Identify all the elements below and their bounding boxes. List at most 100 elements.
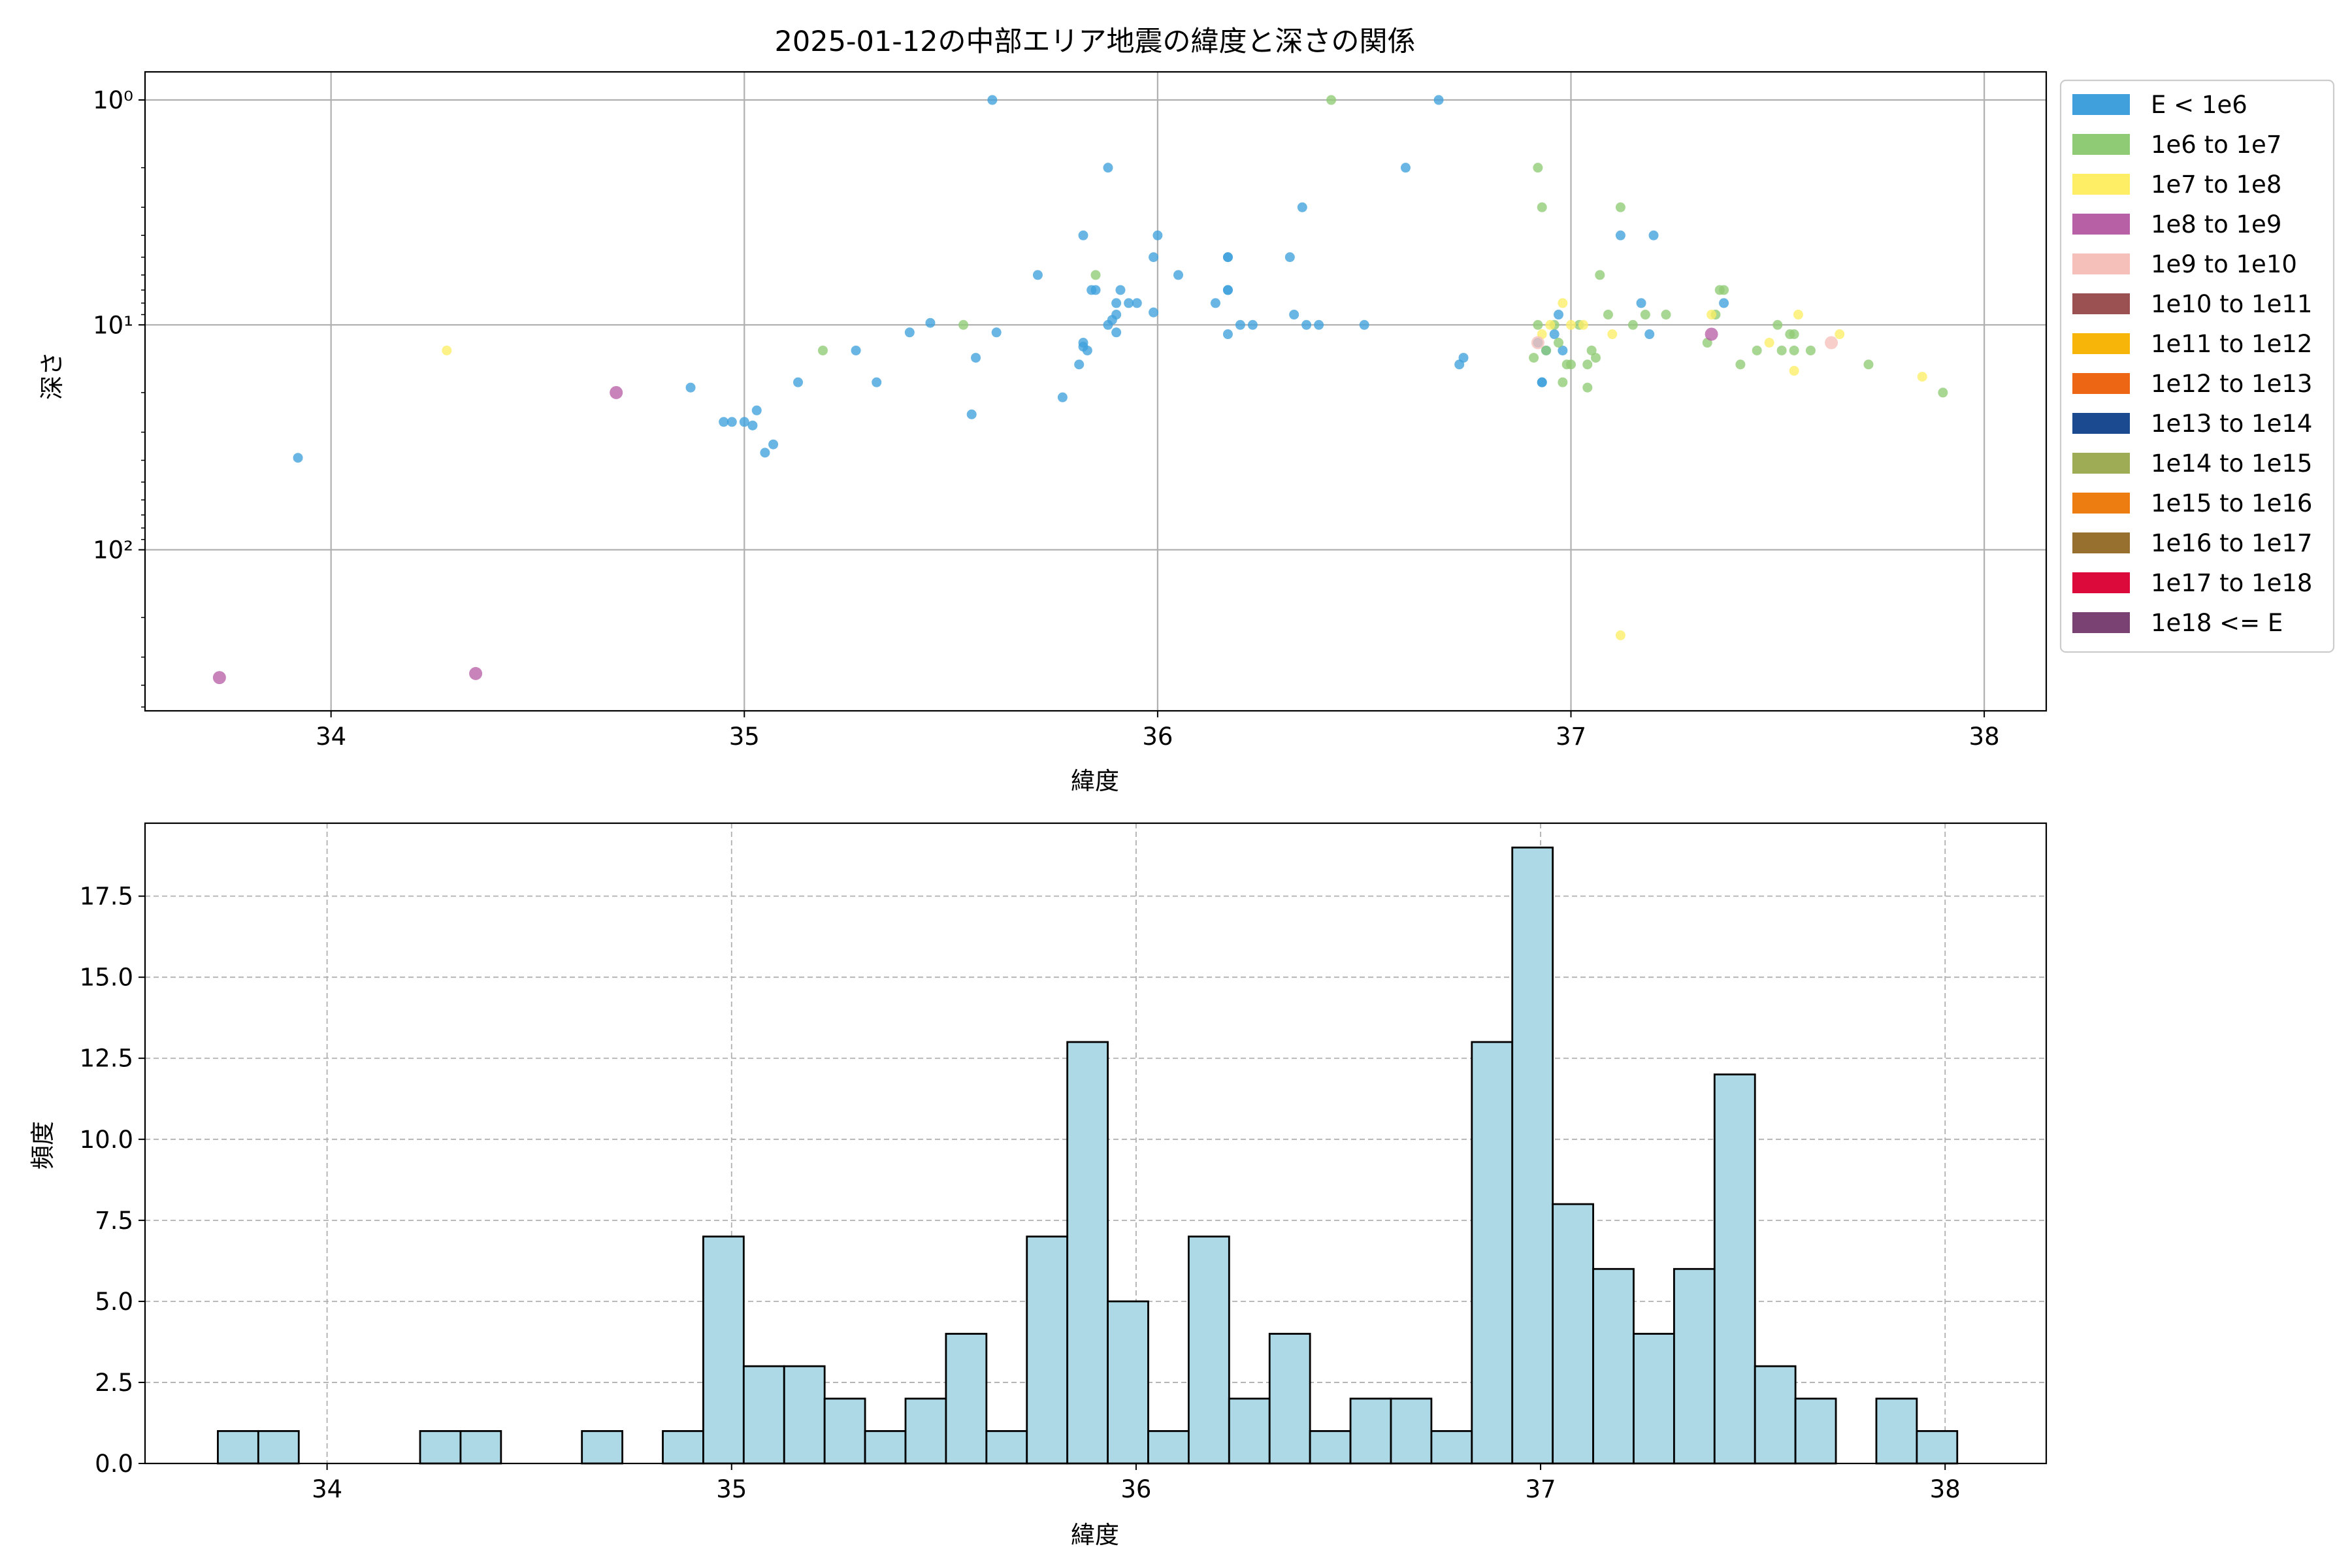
histogram-x-tick-label: 36 bbox=[1120, 1475, 1151, 1503]
legend-label: 1e14 to 1e15 bbox=[2151, 449, 2312, 478]
scatter-point bbox=[727, 417, 737, 427]
scatter-point bbox=[1400, 163, 1411, 173]
scatter-point bbox=[1359, 319, 1369, 330]
histogram-y-tick-label: 15.0 bbox=[80, 964, 133, 992]
scatter-point bbox=[1558, 345, 1568, 355]
scatter-point bbox=[1533, 163, 1543, 173]
scatter-x-ticks: 34 35 36 37 38 bbox=[316, 711, 2000, 751]
scatter-y-axis-label: 深さ bbox=[38, 351, 66, 400]
histogram-y-tick-label: 5.0 bbox=[95, 1288, 133, 1316]
histogram-bar bbox=[742, 1365, 785, 1465]
scatter-point bbox=[1558, 377, 1568, 387]
scatter-point bbox=[212, 671, 226, 685]
scatter-x-tick-label: 35 bbox=[729, 723, 760, 751]
scatter-point bbox=[293, 453, 303, 463]
scatter-point bbox=[1115, 285, 1126, 295]
histogram-bar bbox=[1026, 1235, 1069, 1465]
scatter-point bbox=[1247, 319, 1258, 330]
scatter-point bbox=[817, 345, 828, 355]
legend-swatch bbox=[2072, 134, 2130, 155]
scatter-point bbox=[1917, 372, 1927, 382]
legend-swatch bbox=[2072, 413, 2130, 434]
histogram-x-axis-label: 緯度 bbox=[1071, 1521, 1119, 1549]
histogram-bar bbox=[823, 1397, 866, 1465]
scatter-point bbox=[1707, 310, 1717, 320]
scatter-point bbox=[1661, 310, 1671, 320]
scatter-point bbox=[1090, 270, 1101, 280]
scatter-point bbox=[1301, 319, 1312, 330]
scatter-point bbox=[1938, 387, 1948, 398]
scatter-point bbox=[1537, 377, 1547, 387]
scatter-point bbox=[851, 345, 861, 355]
histogram-y-tick-label: 10.0 bbox=[80, 1126, 133, 1154]
scatter-point bbox=[442, 345, 452, 355]
scatter-point bbox=[739, 417, 749, 427]
scatter-point bbox=[1210, 298, 1220, 308]
scatter-points bbox=[212, 95, 1948, 685]
histogram-bar bbox=[1349, 1397, 1392, 1465]
scatter-point bbox=[1074, 359, 1085, 370]
scatter-point bbox=[1132, 298, 1142, 308]
legend-label: 1e16 to 1e17 bbox=[2151, 529, 2312, 557]
histogram-bar bbox=[1471, 1041, 1514, 1465]
scatter-y-tick-label: 10² bbox=[93, 536, 133, 564]
histogram-bar bbox=[1713, 1073, 1756, 1465]
histogram-x-tick-label: 34 bbox=[312, 1475, 342, 1503]
histogram-bar bbox=[1268, 1333, 1311, 1465]
scatter-point bbox=[987, 95, 998, 105]
histogram-bar bbox=[1916, 1429, 1959, 1465]
histogram-bar bbox=[1552, 1203, 1594, 1465]
histogram-frame bbox=[144, 822, 2048, 1465]
scatter-plot: 34 35 36 37 38 10⁰ 10¹ 10² 緯度 深さ bbox=[38, 71, 2048, 795]
histogram-bar bbox=[1673, 1267, 1716, 1465]
scatter-point bbox=[1149, 307, 1159, 318]
scatter-x-tick-label: 34 bbox=[316, 723, 346, 751]
scatter-point bbox=[1284, 252, 1295, 263]
scatter-point bbox=[925, 318, 936, 328]
scatter-x-tick-label: 38 bbox=[1969, 723, 2000, 751]
scatter-point bbox=[1615, 230, 1625, 240]
histogram-bar bbox=[1066, 1041, 1109, 1465]
histogram-y-tick-label: 12.5 bbox=[80, 1045, 133, 1073]
histogram-bar bbox=[459, 1429, 502, 1465]
legend-label: E < 1e6 bbox=[2151, 91, 2247, 119]
legend-label: 1e8 to 1e9 bbox=[2151, 210, 2281, 238]
scatter-point bbox=[1235, 319, 1245, 330]
scatter-point bbox=[958, 319, 969, 330]
histogram-bar bbox=[1633, 1333, 1675, 1465]
histogram-y-ticks: 0.0 2.5 5.0 7.5 10.0 12.5 15.0 17.5 bbox=[80, 883, 145, 1478]
scatter-point bbox=[1776, 345, 1787, 355]
scatter-point bbox=[685, 382, 696, 393]
scatter-point bbox=[1289, 310, 1299, 320]
histogram-bar bbox=[1390, 1397, 1433, 1465]
scatter-point bbox=[1314, 319, 1324, 330]
scatter-point bbox=[1582, 382, 1593, 393]
scatter-point bbox=[1566, 319, 1576, 330]
scatter-point bbox=[1640, 310, 1650, 320]
scatter-point bbox=[1090, 285, 1101, 295]
scatter-point bbox=[1326, 95, 1337, 105]
scatter-point bbox=[1863, 359, 1874, 370]
histogram-bar bbox=[662, 1429, 704, 1465]
scatter-point bbox=[1578, 319, 1588, 330]
scatter-point bbox=[991, 327, 1002, 338]
scatter-point bbox=[1789, 329, 1799, 340]
legend-swatch bbox=[2072, 373, 2130, 394]
scatter-point bbox=[1531, 336, 1544, 350]
scatter-point bbox=[1789, 345, 1799, 355]
legend-label: 1e10 to 1e11 bbox=[2151, 290, 2312, 318]
scatter-point bbox=[1735, 359, 1746, 370]
histogram-y-axis-label: 頻度 bbox=[29, 1121, 57, 1169]
scatter-point bbox=[1222, 285, 1233, 295]
scatter-frame bbox=[144, 71, 2048, 712]
scatter-y-tick-label: 10¹ bbox=[93, 311, 133, 339]
scatter-point bbox=[1805, 345, 1816, 355]
scatter-point bbox=[1537, 202, 1547, 212]
scatter-point bbox=[469, 666, 483, 680]
legend-label: 1e17 to 1e18 bbox=[2151, 569, 2312, 597]
histogram-bar bbox=[945, 1333, 988, 1465]
histogram-bar bbox=[1188, 1235, 1230, 1465]
legend-label: 1e11 to 1e12 bbox=[2151, 330, 2312, 358]
scatter-point bbox=[719, 417, 729, 427]
histogram-bar bbox=[1430, 1429, 1473, 1465]
